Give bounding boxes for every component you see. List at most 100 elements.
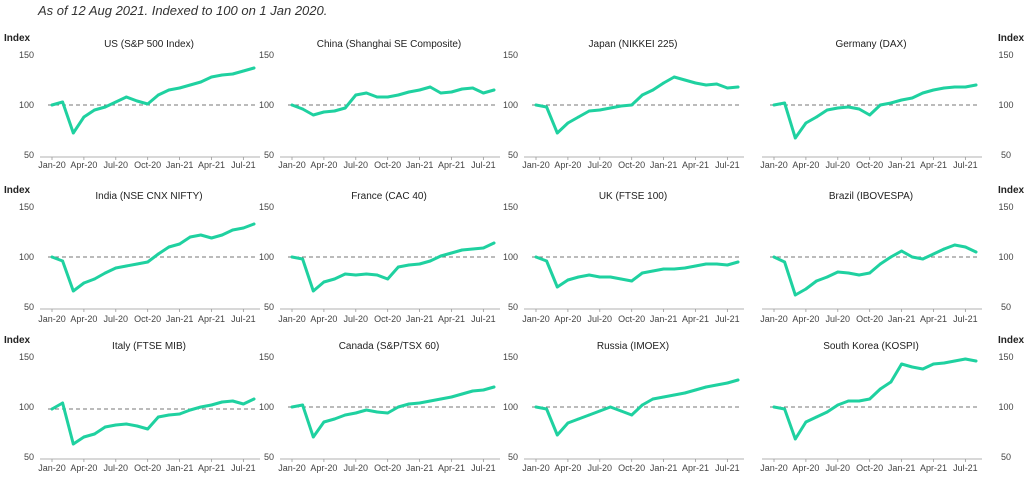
panel-8-point-4: [93, 432, 96, 436]
panel-8-point-11: [167, 413, 171, 417]
panel-0-xtick-1: Apr-20: [70, 160, 97, 170]
panel-7-point-11: [889, 255, 893, 259]
panel-6-xtick-0: Jan-20: [522, 314, 550, 324]
panel-7-ytick-50: 50: [1001, 302, 1011, 312]
panel-4-ytick-100: 100: [19, 252, 34, 262]
panel-0-point-12: [178, 86, 182, 90]
panel-4-point-5: [103, 271, 107, 275]
panel-4-xtick-2: Jul-20: [104, 314, 129, 324]
panel-3-point-2: [793, 136, 797, 140]
panel-5-point-4: [333, 277, 336, 281]
panel-3-xtick-6: Jul-21: [953, 160, 978, 170]
panel-0-point-10: [156, 93, 160, 97]
panel-5-xtick-2: Jul-20: [344, 314, 369, 324]
panel-7-point-7: [847, 271, 850, 275]
panel-8-point-6: [114, 423, 118, 427]
panel-3-title: Germany (DAX): [835, 39, 906, 50]
panel-6-point-19: [736, 260, 740, 264]
panel-0-point-6: [114, 100, 118, 104]
panel-2-point-10: [640, 93, 644, 97]
panel-7-point-3: [804, 287, 808, 291]
panel-4-point-8: [135, 262, 139, 266]
panel-6-ytick-150: 150: [503, 202, 518, 212]
panel-7-ytick-100: 100: [998, 252, 1013, 262]
panel-0-point-16: [220, 73, 224, 77]
panel-4-point-2: [71, 289, 75, 293]
panel-6-point-7: [609, 275, 612, 279]
panel-0-title: US (S&P 500 Index): [104, 39, 194, 50]
panel-2-ytick-100: 100: [503, 100, 518, 110]
panel-0-ytick-50: 50: [24, 150, 34, 160]
panel-2-point-12: [662, 81, 665, 85]
panel-10-xtick-2: Jul-20: [588, 463, 613, 473]
panel-6-xtick-5: Apr-21: [682, 314, 709, 324]
panel-0-xtick-6: Jul-21: [231, 160, 256, 170]
panel-8-ytick-100: 100: [19, 402, 34, 412]
panel-7-point-16: [942, 247, 946, 251]
panel-4-point-12: [178, 242, 182, 246]
panel-7-xtick-0: Jan-20: [760, 314, 788, 324]
panel-11-point-7: [847, 399, 850, 403]
panel-2-point-16: [704, 83, 708, 87]
panel-6-point-9: [630, 279, 634, 283]
panel-1-xtick-6: Jul-21: [471, 160, 496, 170]
panel-8-point-18: [242, 402, 245, 406]
panel-10-ytick-50: 50: [508, 452, 518, 462]
panel-9-ytick-100: 100: [259, 402, 274, 412]
panel-10-title: Russia (IMOEX): [597, 341, 669, 352]
panel-9-point-2: [311, 435, 315, 439]
panel-5-point-9: [386, 277, 390, 281]
panel-2-point-3: [566, 121, 570, 125]
panel-4-point-13: [188, 235, 192, 239]
panel-2-xtick-6: Jul-21: [715, 160, 740, 170]
panel-0-ylabel: Index: [4, 33, 31, 44]
panel-5-point-18: [482, 246, 485, 250]
panel-7-xtick-6: Jul-21: [953, 314, 978, 324]
panel-7-point-8: [857, 273, 861, 277]
panel-7-point-15: [932, 252, 935, 256]
panel-8-point-13: [188, 408, 192, 412]
panel-2-ytick-50: 50: [508, 150, 518, 160]
panel-1-point-18: [482, 91, 485, 95]
panel-7-series-line: [772, 243, 978, 297]
panel-4-xtick-5: Apr-21: [198, 314, 225, 324]
panel-2-title: Japan (NIKKEI 225): [589, 39, 678, 50]
panel-4-point-9: [146, 260, 150, 264]
panel-4-point-14: [199, 233, 203, 237]
panel-9-xtick-1: Apr-20: [310, 463, 337, 473]
panel-1-point-9: [386, 95, 390, 99]
panel-6-series-line: [534, 255, 740, 289]
panel-11-xtick-0: Jan-20: [760, 463, 788, 473]
panel-7-point-9: [868, 271, 872, 275]
panel-8-ytick-150: 150: [19, 352, 34, 362]
panel-9-point-8: [375, 410, 379, 414]
panel-5-point-1: [301, 257, 304, 261]
panel-7-point-18: [964, 245, 967, 249]
panel-3-point-13: [910, 96, 914, 100]
panel-0-ytick-150: 150: [19, 50, 34, 60]
panel-9-point-0: [290, 405, 294, 409]
panel-10-point-5: [587, 413, 591, 417]
panel-3-xtick-3: Oct-20: [856, 160, 883, 170]
panel-2-xtick-1: Apr-20: [554, 160, 581, 170]
panel-9-point-19: [492, 385, 496, 389]
panel-9-series-line: [290, 385, 496, 439]
panel-8-point-17: [231, 399, 235, 403]
panel-1-point-13: [428, 85, 432, 89]
panel-1-point-7: [365, 91, 368, 95]
panel-1-point-2: [311, 113, 315, 117]
panel-9-point-11: [407, 402, 411, 406]
panel-1-point-15: [450, 90, 453, 94]
panel-2-point-15: [694, 81, 697, 85]
panel-11-point-14: [921, 367, 925, 371]
panel-5-series-line: [290, 241, 496, 293]
panel-3-point-5: [825, 108, 829, 112]
panel-9-point-17: [471, 389, 475, 393]
panel-0-point-15: [210, 75, 213, 79]
panel-4-xtick-3: Oct-20: [134, 314, 161, 324]
panel-11-point-2: [793, 437, 797, 441]
panel-2-xtick-3: Oct-20: [618, 160, 645, 170]
panel-3-xtick-5: Apr-21: [920, 160, 947, 170]
panel-0-ytick-100: 100: [19, 100, 34, 110]
panel-7-point-6: [836, 270, 840, 274]
